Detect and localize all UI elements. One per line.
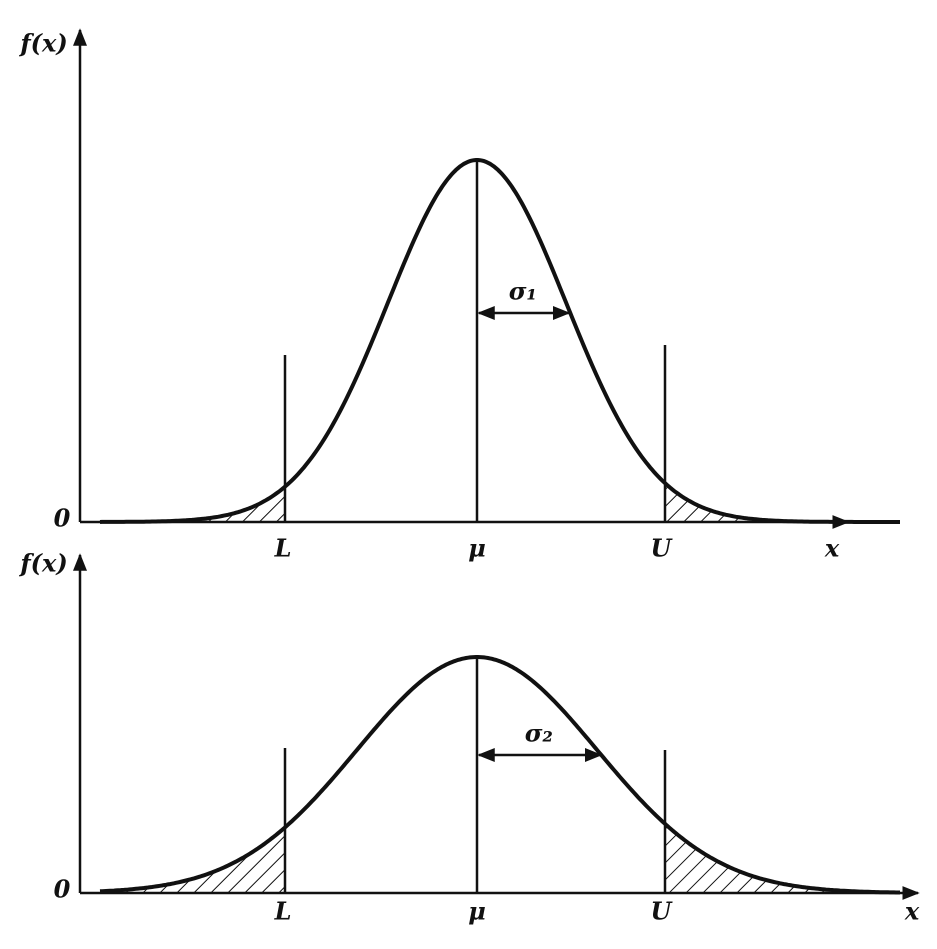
hatched-tail: [100, 827, 285, 893]
upper-limit-label: U: [651, 534, 674, 563]
y-axis-label: f(x): [18, 29, 67, 58]
mean-label: μ: [468, 534, 486, 563]
lower-limit-label: L: [274, 534, 292, 563]
y-axis-label: f(x): [18, 549, 67, 578]
sigma-label: σ₂: [525, 719, 553, 748]
x-axis-label: x: [824, 534, 840, 563]
x-axis-label: x: [904, 897, 920, 926]
sigma-label: σ₁: [509, 277, 537, 306]
density-curve: [99, 158, 900, 524]
origin-label: 0: [54, 875, 71, 904]
density-curve: [99, 655, 900, 895]
lower-limit-label: L: [274, 897, 292, 926]
origin-label: 0: [54, 504, 71, 533]
hatched-tail: [665, 823, 900, 893]
mean-label: μ: [468, 897, 486, 926]
hatched-tail: [665, 483, 900, 522]
upper-limit-label: U: [651, 897, 674, 926]
